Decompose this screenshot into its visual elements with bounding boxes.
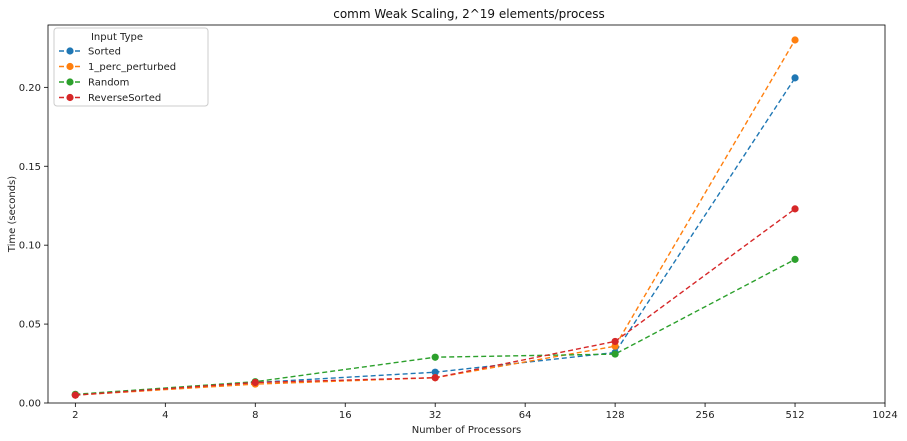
- legend: Input Type Sorted 1_perc_perturbed Random R…: [53, 27, 209, 107]
- data-point: [611, 350, 619, 358]
- x-tick-label: 64: [519, 410, 532, 421]
- y-tick-label: 0.10: [19, 241, 41, 252]
- data-point: [251, 378, 259, 387]
- x-tick-label: 256: [696, 410, 715, 421]
- x-tick-label: 16: [339, 410, 352, 421]
- x-axis-label: Number of Processors: [412, 425, 522, 436]
- legend-marker: [66, 62, 74, 71]
- y-axis-label: Time (seconds): [7, 176, 18, 253]
- series-line: [75, 77, 796, 396]
- x-tick-label: 2: [72, 410, 78, 421]
- data-point: [791, 74, 799, 82]
- data-point: [611, 337, 619, 346]
- data-point: [791, 205, 799, 213]
- data-point: [791, 255, 799, 263]
- legend-label: ReverseSorted: [88, 93, 161, 104]
- x-axis: 2 4 8 16 32 64 128 256 512 1024: [72, 403, 898, 421]
- y-tick-label: 0.15: [19, 162, 41, 173]
- legend-label: 1_perc_perturbed: [88, 62, 176, 73]
- data-point: [791, 36, 799, 44]
- x-tick-label: 4: [162, 410, 168, 421]
- legend-title: Input Type: [91, 32, 143, 43]
- legend-label: Sorted: [88, 47, 121, 58]
- data-point: [71, 391, 79, 399]
- legend-items: Sorted 1_perc_perturbed Random ReverseSorte…: [59, 47, 176, 104]
- series-line: [75, 208, 796, 396]
- y-tick-label: 0.05: [19, 320, 41, 331]
- y-axis: 0.00 0.05 0.10 0.15 0.20: [19, 83, 48, 410]
- legend-marker: [66, 47, 74, 55]
- plot-area: [47, 24, 886, 404]
- x-tick-label: 8: [252, 410, 258, 421]
- y-tick-label: 0.00: [19, 399, 41, 410]
- data-point: [431, 353, 439, 361]
- legend-marker: [66, 78, 74, 86]
- x-tick-label: 128: [606, 410, 625, 421]
- chart-title: comm Weak Scaling, 2^19 elements/process: [333, 7, 605, 21]
- legend-marker: [66, 93, 74, 102]
- x-tick-label: 512: [785, 410, 804, 421]
- y-tick-label: 0.20: [19, 83, 41, 94]
- legend-box: [53, 27, 209, 107]
- x-tick-label: 1024: [872, 410, 897, 421]
- data-point: [431, 368, 439, 376]
- x-tick-label: 32: [429, 410, 442, 421]
- legend-label: Random: [88, 78, 129, 89]
- data-point: [431, 374, 439, 382]
- series-layer: [71, 36, 799, 399]
